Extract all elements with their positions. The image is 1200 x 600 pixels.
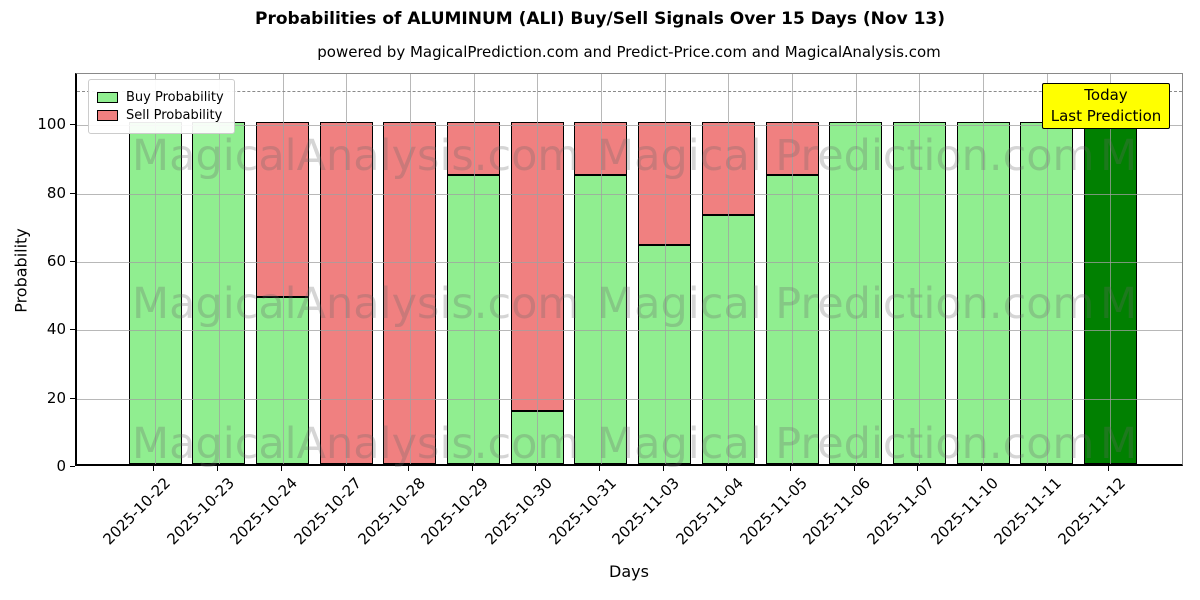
y-tick-label: 100 [37, 115, 66, 134]
v-gridline [983, 74, 984, 464]
plot-area: MagicalAnalysis.com Magical Prediction.co… [75, 73, 1183, 469]
legend-label-buy: Buy Probability [126, 90, 224, 105]
x-tick-label-text: 2025-11-06 [800, 474, 875, 549]
v-gridline [855, 74, 857, 464]
today-annotation-box: Today Last Prediction [1042, 83, 1170, 129]
x-tick-label-text: 2025-10-22 [99, 474, 175, 549]
y-tick-label: 20 [46, 388, 66, 407]
x-tick-label-text: 2025-10-30 [481, 474, 557, 549]
threshold-dashed-line [77, 91, 1182, 93]
x-tick-label-text: 2025-11-11 [991, 474, 1066, 549]
y-tick-mark [70, 329, 75, 331]
x-tick-mark [153, 466, 155, 471]
x-tick-label-text: 2025-10-27 [290, 474, 366, 549]
x-tick-mark [981, 466, 982, 471]
today-annotation-line2: Last Prediction [1050, 107, 1162, 125]
y-tick-mark [70, 260, 75, 262]
chart-title: Probabilities of ALUMINUM (ALI) Buy/Sell… [255, 9, 945, 29]
h-gridline [77, 125, 1182, 127]
v-gridline [537, 74, 539, 464]
v-gridline [409, 74, 411, 464]
y-tick-label: 0 [56, 457, 66, 475]
v-gridline [218, 74, 220, 464]
v-gridline [1046, 74, 1048, 464]
x-tick-label-text: 2025-11-07 [863, 474, 939, 549]
x-tick-mark [853, 466, 855, 471]
h-gridline [77, 398, 1182, 400]
v-gridline [728, 74, 730, 464]
v-gridline [282, 74, 284, 464]
x-tick-mark [344, 466, 346, 471]
x-tick-mark [535, 466, 537, 471]
v-gridline [600, 74, 602, 464]
x-tick-mark [216, 466, 218, 471]
v-gridline [792, 74, 793, 464]
x-tick-mark [407, 466, 409, 471]
today-annotation-line1: Today [1084, 86, 1128, 104]
legend-entry-buy: Buy Probability [97, 90, 224, 105]
x-tick-label-text: 2025-11-05 [736, 474, 811, 549]
x-tick-mark [662, 466, 664, 471]
x-tick-mark [726, 466, 728, 471]
v-gridline [1110, 74, 1112, 464]
x-axis-label: Days [609, 562, 649, 581]
x-tick-mark [917, 466, 919, 471]
y-tick-label: 60 [46, 251, 66, 270]
x-tick-mark [1108, 466, 1110, 471]
v-gridline [473, 74, 475, 464]
sell-swatch-icon [97, 110, 118, 121]
v-gridline [155, 74, 157, 464]
y-tick-mark [70, 124, 75, 126]
x-tick-label-text: 2025-10-29 [417, 474, 493, 549]
x-tick-mark [280, 466, 282, 471]
x-tick-label-text: 2025-11-04 [672, 474, 748, 549]
x-tick-mark [598, 466, 600, 471]
h-gridline [77, 330, 1182, 332]
y-tick-label: 40 [46, 320, 66, 339]
chart-subtitle: powered by MagicalPrediction.com and Pre… [317, 43, 941, 61]
y-tick-mark [70, 397, 75, 399]
v-gridline [919, 74, 921, 464]
legend-entry-sell: Sell Probability [97, 108, 224, 123]
x-tick-mark [471, 466, 473, 471]
v-gridline [346, 74, 348, 464]
buy-swatch-icon [97, 92, 118, 103]
x-tick-label-text: 2025-10-31 [545, 474, 620, 549]
x-tick-mark [1044, 466, 1046, 471]
x-tick-label-text: 2025-10-23 [163, 474, 238, 549]
h-gridline [77, 193, 1182, 195]
y-axis-label: Probability [11, 228, 31, 313]
x-tick-label-text: 2025-10-24 [226, 474, 302, 549]
y-tick-mark [70, 466, 75, 467]
x-tick-label-text: 2025-10-28 [354, 474, 429, 549]
x-tick-label-text: 2025-11-10 [927, 474, 1002, 549]
x-tick-label-text: 2025-11-03 [609, 474, 684, 549]
x-tick-mark [790, 466, 791, 471]
legend-label-sell: Sell Probability [126, 108, 223, 123]
y-tick-mark [70, 192, 75, 194]
x-tick-label-text: 2025-11-12 [1054, 474, 1130, 549]
legend: Buy Probability Sell Probability [88, 79, 235, 134]
y-tick-label: 80 [46, 183, 66, 202]
h-gridline [77, 261, 1182, 263]
v-gridline [664, 74, 666, 464]
